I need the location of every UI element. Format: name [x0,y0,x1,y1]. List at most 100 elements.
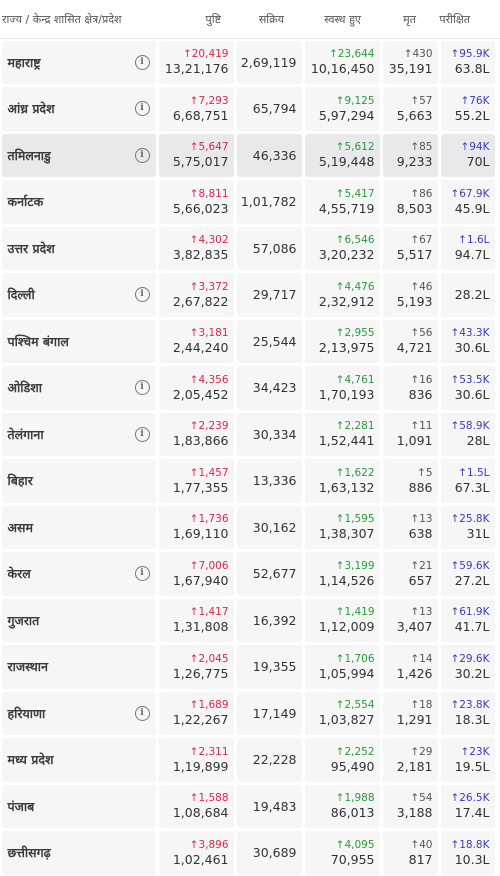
recovered-value: 86,013 [331,805,375,820]
deceased-delta: ↑85 [410,141,432,154]
active-cell: 30,689 [237,831,302,875]
recovered-value: 10,16,450 [311,61,375,76]
tested-value: 67.3L [455,480,490,495]
confirmed-delta: ↑2,045 [190,653,229,666]
deceased-delta: ↑11 [410,420,432,433]
active-value: 29,717 [253,287,297,302]
state-cell[interactable]: असम [2,506,156,550]
recovered-value: 1,70,193 [319,387,375,402]
state-cell[interactable]: पंजाब [2,785,156,829]
info-icon[interactable]: i [135,566,150,581]
confirmed-delta: ↑7,293 [190,95,229,108]
state-cell[interactable]: पश्चिम बंगाल [2,320,156,364]
recovered-delta: ↑4,761 [336,374,375,387]
state-cell[interactable]: मध्य प्रदेश [2,738,156,782]
info-icon[interactable]: i [135,101,150,116]
state-cell[interactable]: तमिलनाडुi [2,134,156,178]
recovered-delta: ↑6,546 [336,234,375,247]
recovered-delta: ↑1,622 [336,467,375,480]
state-cell[interactable]: दिल्लीi [2,273,156,317]
recovered-delta: ↑9,125 [336,95,375,108]
recovered-delta: ↑4,476 [336,281,375,294]
tested-value: 30.6L [455,340,490,355]
state-cell[interactable]: कर्नाटक [2,180,156,224]
state-cell[interactable]: गुजरात [2,599,156,643]
recovered-value: 1,38,307 [319,526,375,541]
recovered-delta: ↑4,095 [336,839,375,852]
tested-value: 31L [467,526,490,541]
info-icon[interactable]: i [135,427,150,442]
header-tested[interactable]: परीक्षित [424,12,478,27]
info-icon[interactable]: i [135,148,150,163]
active-cell: 16,392 [237,599,302,643]
state-cell[interactable]: छत्तीसगढ़ [2,831,156,875]
header-active[interactable]: सक्रिय [229,12,294,27]
confirmed-value: 1,08,684 [173,805,229,820]
info-icon[interactable]: i [135,380,150,395]
tested-delta: ↑23.8K [450,699,489,712]
info-icon[interactable]: i [135,287,150,302]
recovered-value: 3,20,232 [319,247,375,262]
active-value: 19,355 [253,659,297,674]
state-cell[interactable]: हरियाणाi [2,692,156,736]
header-deceased[interactable]: मृत [369,12,424,27]
confirmed-delta: ↑2,239 [190,420,229,433]
header-confirmed[interactable]: पुष्टि [154,12,229,27]
confirmed-delta: ↑4,302 [190,234,229,247]
active-cell: 57,086 [237,227,302,271]
header-recovered[interactable]: स्वस्थ हुए [294,12,369,27]
state-cell[interactable]: बिहार [2,459,156,503]
recovered-delta: ↑2,281 [336,420,375,433]
confirmed-value: 1,31,808 [173,619,229,634]
recovered-value: 1,03,827 [319,712,375,727]
state-cell[interactable]: तेलंगानाi [2,413,156,457]
active-cell: 13,336 [237,459,302,503]
confirmed-delta: ↑1,417 [190,606,229,619]
confirmed-delta: ↑3,181 [190,327,229,340]
state-cell[interactable]: उत्तर प्रदेश [2,227,156,271]
tested-delta: ↑59.6K [450,560,489,573]
state-cell[interactable]: ओडिशाi [2,366,156,410]
state-cell[interactable]: राजस्थान [2,645,156,689]
header-state[interactable]: राज्य / केन्द्र शासित क्षेत्र/प्रदेश [0,12,154,27]
info-icon[interactable]: i [135,706,150,721]
recovered-value: 1,05,994 [319,666,375,681]
info-icon[interactable]: i [135,55,150,70]
